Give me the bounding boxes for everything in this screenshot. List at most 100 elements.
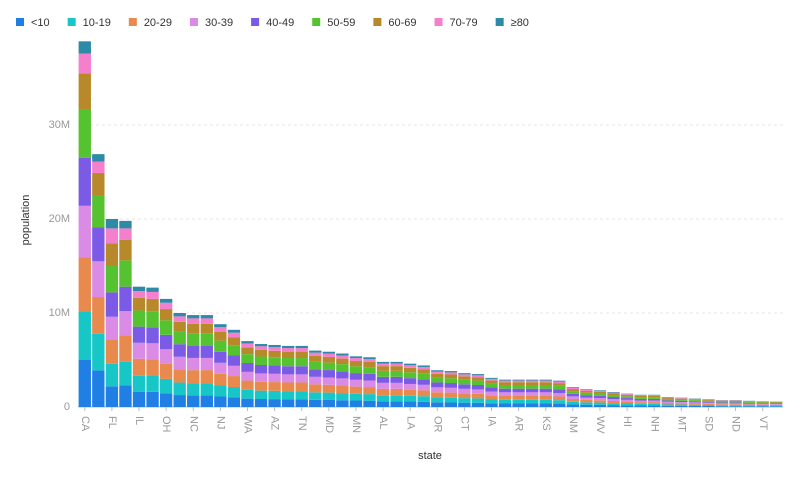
x-tick-label: TN (296, 416, 308, 431)
bar-segment (566, 401, 580, 405)
x-tick-label: AL (377, 416, 389, 429)
bar-segment (146, 343, 159, 360)
bar-segment (200, 345, 213, 358)
bar-segment (715, 402, 729, 404)
bar-segment (349, 358, 363, 362)
bar-segment (688, 399, 702, 401)
bar-segment (729, 404, 742, 406)
bar-segment (607, 403, 620, 406)
x-tick-label: ND (730, 416, 742, 432)
bar-segment (526, 403, 539, 407)
bar-segment (634, 395, 647, 397)
y-axis-title: population (20, 195, 32, 246)
bar-segment (526, 379, 539, 381)
bar-segment (187, 318, 200, 324)
bar-segment (566, 389, 580, 392)
bar-segment (458, 373, 471, 375)
bar-segment (729, 405, 742, 407)
bar-segment (78, 109, 91, 158)
bar-segment (756, 404, 769, 406)
bar-segment (471, 380, 485, 386)
bar-segment (607, 399, 620, 401)
bar-segment (146, 375, 159, 392)
bar-segment (376, 382, 390, 389)
bar-segment (675, 399, 688, 401)
bar-segment (119, 239, 132, 261)
bar-segment (431, 371, 444, 374)
bar-segment (553, 396, 566, 401)
x-tick-label: NC (187, 416, 199, 432)
bar-segment (661, 398, 674, 400)
bar-segment (742, 405, 756, 407)
bar-segment (498, 396, 512, 400)
bar-segment (132, 358, 146, 376)
bar-segment (634, 402, 647, 404)
bar-segment (620, 398, 634, 400)
bar-segment (214, 362, 227, 374)
bar-segment (363, 400, 376, 407)
bar-segment (187, 395, 200, 407)
bar-segment (200, 318, 213, 324)
bar-segment (593, 404, 607, 407)
bar-segment (241, 380, 254, 390)
bar-segment (715, 400, 729, 402)
bar-segment (485, 380, 498, 384)
x-tick-label: LA (404, 416, 416, 430)
bar-segment (675, 403, 688, 405)
bar-segment (92, 172, 105, 196)
bar-segment (458, 398, 471, 403)
bar-segment (92, 195, 105, 228)
bar-segment (607, 405, 620, 407)
bar-segment (159, 378, 173, 394)
bar-segment (661, 405, 674, 407)
bar-segment (390, 361, 403, 364)
bar-segment (742, 403, 756, 405)
bar-segment (403, 365, 417, 368)
bar-segment (214, 373, 227, 386)
y-tick-label: 10M (49, 307, 70, 319)
bar-segment (214, 327, 227, 332)
bar-segment (675, 405, 688, 407)
bar-segment (715, 404, 729, 406)
bar-segment (336, 364, 349, 372)
bar-segment (241, 389, 254, 399)
bar-segment (376, 361, 390, 364)
bar-segment (539, 396, 552, 400)
bar-segment (159, 393, 173, 407)
bar-segment (336, 400, 349, 407)
x-tick-label: CT (458, 416, 470, 431)
bar-segment (512, 396, 525, 400)
bar-segment (390, 370, 403, 377)
bar-segment (458, 374, 471, 377)
bar-segment (241, 398, 254, 407)
bar-segment (322, 356, 335, 363)
bar-segment (376, 363, 390, 367)
bar-segment (526, 399, 539, 404)
bar-segment (688, 405, 702, 407)
bar-segment (553, 392, 566, 397)
x-tick-label: SD (703, 416, 715, 431)
bar-segment (675, 404, 688, 406)
bar-segment (119, 335, 132, 362)
bar-segment (92, 227, 105, 262)
bar-segment (742, 406, 756, 407)
bar-segment (593, 390, 607, 392)
bar-segment (376, 401, 390, 407)
bar-segment (173, 316, 186, 322)
bar-segment (254, 346, 268, 350)
bar-segment (146, 391, 159, 407)
legend-swatch (128, 18, 137, 26)
bar-segment (485, 399, 498, 404)
bar-segment (159, 349, 173, 364)
bar-segment (742, 404, 756, 406)
bar-segment (92, 261, 105, 298)
bar-segment (241, 347, 254, 355)
legend-label: 60-69 (388, 17, 416, 29)
legend-label: 20-29 (144, 17, 172, 29)
bar-segment (281, 366, 295, 375)
bar-segment (200, 315, 213, 319)
bar-segment (580, 397, 593, 400)
bar-segment (553, 381, 566, 384)
bar-segment (390, 401, 403, 407)
bar-segment (309, 399, 322, 407)
